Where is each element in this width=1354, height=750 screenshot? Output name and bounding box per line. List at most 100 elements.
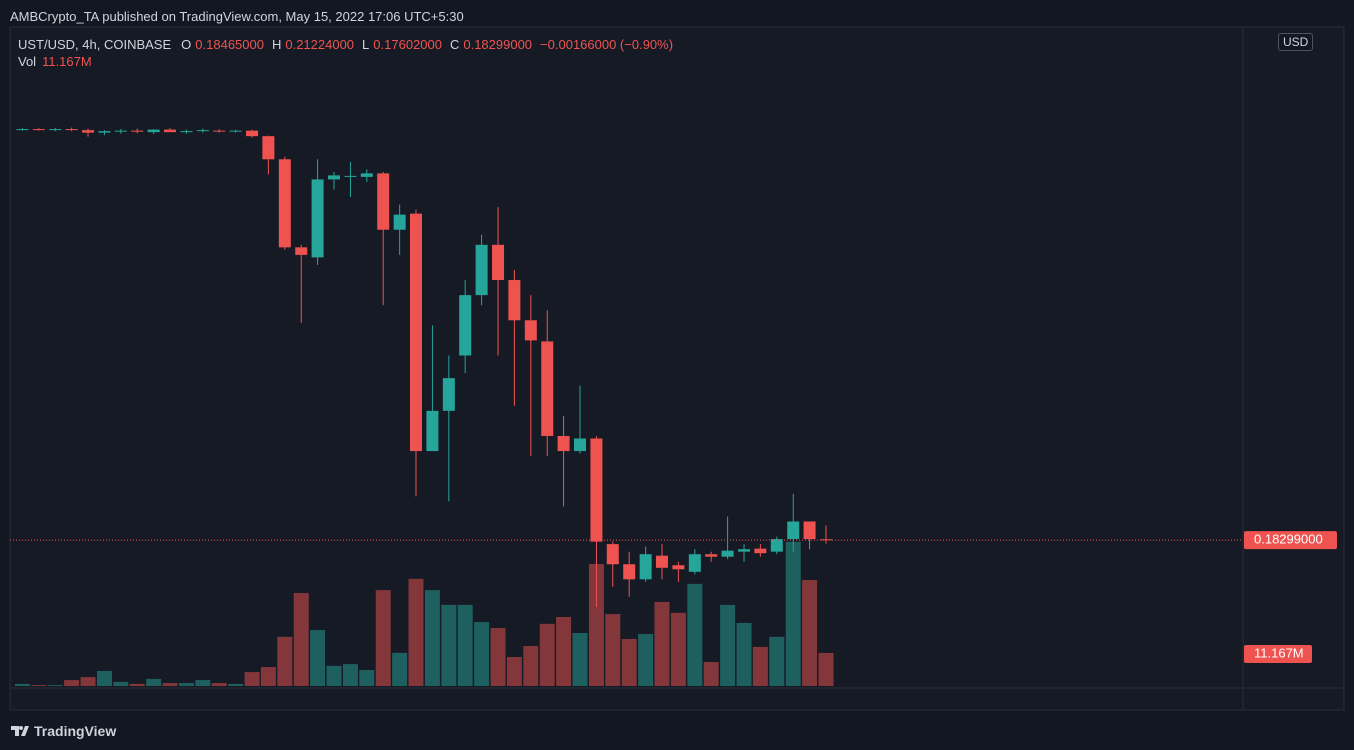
volume-bar [310,630,326,686]
candle-body [16,129,29,131]
volume-bar [441,604,457,686]
volume-bar [14,683,30,686]
volume-legend: Vol 11.167M [18,54,92,69]
currency-badge[interactable]: USD [1278,33,1314,51]
volume-bar [146,678,162,686]
candle-body [655,555,668,568]
volume-bar [375,590,391,686]
volume-bar [195,680,211,686]
volume-bar [556,617,572,686]
candle-body [754,548,767,554]
candle-body [163,129,176,133]
candle-body [409,213,422,452]
candle-body [459,295,472,356]
volume-bar [326,665,342,686]
candle-body [49,129,62,131]
volume-bar [211,683,227,686]
publisher: AMBCrypto_TA published on TradingView.co… [10,9,464,24]
candle-body [131,130,144,132]
volume-bar [621,638,637,686]
volume-bar [178,683,194,686]
volume-bar [588,564,604,686]
volume-bar [424,590,440,686]
candle-body [705,554,718,557]
candle-body [377,173,390,230]
volume-bar [703,662,719,686]
volume-bar [638,633,654,686]
volume-bar [539,623,555,686]
legend-value: 0.21224000 [285,37,355,52]
volume-bar [129,683,145,686]
candle-body [492,244,505,281]
candle-body [98,131,111,133]
volume-bar [96,670,112,686]
brand-logo [11,726,29,736]
legend-value: 0.18299000 [463,37,533,52]
volume-bar [293,593,309,686]
volume-bar [605,614,621,686]
volume-bar [392,652,408,686]
candle-body [787,521,800,540]
candle-body [803,521,816,540]
candle-body [770,539,783,552]
candle-body [246,130,259,137]
volume-bar [474,622,490,686]
candle-layer [10,127,1243,608]
candle-body [524,320,537,341]
candle-body [82,130,95,133]
legend-key: O [181,37,192,52]
candle-body [672,565,685,570]
volume-bar [802,580,818,686]
candle-body [721,550,734,557]
volume-bar [260,667,276,686]
volume-bar [506,656,522,686]
legend-key: H [271,37,282,52]
volume-axis-label: 11.167M [1254,645,1304,660]
candle-body [475,244,488,296]
price-label: 0.18299000 [1254,532,1323,547]
candle-body [196,130,209,132]
candle-body [623,564,636,580]
volume-bar [572,633,588,686]
candle-body [819,539,832,541]
candle-body [229,130,242,132]
volume-bar [113,681,129,686]
legend-value: 0.17602000 [373,37,442,52]
legend-change: −0.00166000 (−0.90%) [540,37,674,52]
ohlc-legend: UST/USD, 4h, COINBASE O 0.18465000 H 0.2122… [18,37,677,52]
candle-body [738,549,751,552]
volume-bar [720,604,736,686]
volume-bar [818,652,834,686]
candle-body [295,247,308,255]
brand-name: TradingView [34,723,117,739]
candle-body [442,378,455,411]
candle-body [393,214,406,230]
candle-body [114,130,127,132]
brand: TradingView [10,723,116,739]
candle-body [278,159,291,248]
volume-bar [277,636,293,686]
volume-value: 11.167M [42,54,92,69]
price-label-box [1244,531,1337,550]
volume-bar [736,622,752,686]
candle-body [688,554,701,572]
axis-layer: 0.18299000 11.167M [1244,531,1337,663]
volume-bar [80,677,96,686]
volume-bar [47,685,63,686]
candle-body [32,129,45,131]
legend-key: C [449,37,460,52]
volume-bar [244,672,260,686]
candle-body [328,175,341,180]
volume-title: Vol [18,54,37,69]
candle-body [557,435,570,452]
volume-bar [752,646,768,686]
volume-bar [408,578,424,686]
candle-body [639,554,652,580]
volume-bar [654,601,670,686]
volume-layer [14,541,834,686]
volume-bar [523,646,539,686]
volume-label-box [1244,644,1312,663]
legend-value: 0.18465000 [195,37,264,52]
